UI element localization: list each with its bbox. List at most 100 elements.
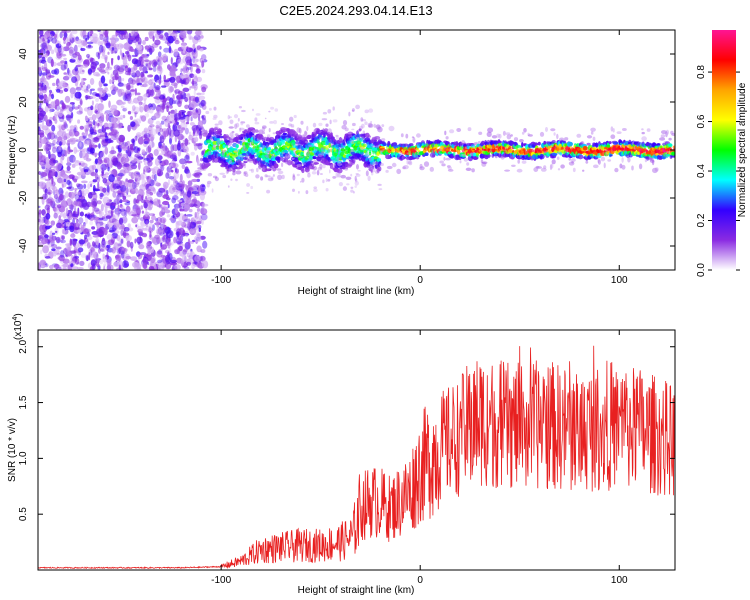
spectrogram-cell [132, 139, 136, 147]
spectrogram-cell [92, 235, 100, 238]
spectrogram-cell [586, 135, 593, 139]
spectrogram-cell [125, 89, 130, 94]
spectrogram-cell [371, 145, 374, 148]
spectrogram-cell [90, 30, 94, 35]
spectrogram-cell [616, 131, 622, 135]
spectrogram-cell [89, 127, 94, 135]
spectrogram-cell [176, 220, 184, 226]
spectrogram-cell [200, 208, 208, 215]
spectrogram-cell [193, 34, 201, 41]
spectrogram-cell [95, 209, 101, 215]
spectrogram-cell [200, 157, 204, 162]
spectrogram-cell [368, 108, 374, 113]
spectrogram-cell [482, 161, 488, 165]
spectrogram-cell [108, 100, 111, 108]
spectrogram-cell [169, 163, 174, 168]
spectrogram-cell [60, 160, 64, 167]
spectrogram-cell [356, 164, 359, 170]
spectrogram-cell [44, 114, 48, 122]
spectrogram-cell [115, 195, 121, 202]
spectrogram-cell [346, 183, 350, 186]
spectrogram-cell [44, 193, 47, 199]
spectrogram-cell [38, 171, 41, 175]
spectrogram-cell [282, 132, 287, 136]
spectrogram-cell [110, 207, 114, 216]
spectrogram-cell [103, 265, 106, 270]
spectrogram-cell [174, 40, 180, 45]
spectrogram-cell [168, 185, 176, 194]
spectrogram-cell [235, 170, 242, 175]
spectrogram-cell [325, 123, 329, 127]
spectrogram-cell [138, 244, 145, 250]
spectrogram-cell [202, 240, 208, 249]
spectrogram-cell [166, 229, 174, 239]
spectrogram-cell [232, 171, 236, 176]
spectrogram-cell [79, 125, 85, 130]
spectrogram-cell [105, 215, 112, 219]
spectrogram-cell [173, 236, 177, 244]
spectrogram-cell [76, 160, 80, 163]
spectrogram-cell [144, 211, 150, 217]
spectrogram-cell [110, 129, 115, 133]
spectrogram-cell [621, 157, 624, 163]
spectrogram-cell [134, 238, 137, 244]
spectrogram-cell [187, 47, 190, 52]
spectrogram-cell [162, 200, 170, 206]
spectrogram-cell [97, 159, 104, 164]
spectrogram-cell [176, 95, 182, 101]
spectrogram-cell [177, 187, 183, 192]
spectrogram-cell [64, 30, 72, 33]
spectrogram-cell [158, 145, 164, 149]
spectrogram-cell [359, 125, 363, 130]
spectrogram-cell [88, 124, 93, 128]
spectrogram-cell [140, 71, 144, 78]
spectrogram-cell [73, 131, 80, 137]
spectrogram-cell [61, 183, 64, 189]
spectrogram-cell [63, 40, 66, 45]
spectrogram-cell [107, 71, 110, 75]
spectrogram-cell [155, 120, 161, 126]
spectrogram-cell [104, 110, 112, 114]
spectrogram-cell [270, 176, 274, 180]
spectrogram-cell [228, 167, 233, 172]
spectrogram-cell [61, 124, 66, 131]
spectrogram-cell [57, 177, 65, 184]
spectrogram-cell [172, 30, 179, 33]
spectrogram-cell [170, 169, 174, 173]
spectrogram-cell [117, 155, 121, 159]
spectrogram-cell [318, 122, 323, 127]
spectrogram-cell [367, 135, 371, 138]
spectrogram-cell [116, 234, 121, 242]
spectrogram-cell [148, 67, 153, 71]
spectrogram-cell [87, 68, 92, 75]
spectrogram-cell [159, 135, 165, 144]
spectrogram-cell [46, 96, 49, 104]
spectrogram-cell [456, 128, 462, 132]
spectrogram-cell [595, 142, 599, 148]
spectrogram-cell [170, 144, 175, 152]
spectrogram-cell [153, 261, 156, 269]
spectrogram-cell [197, 120, 203, 128]
spectrogram-cell [55, 246, 62, 250]
spectrogram-cell [139, 65, 143, 72]
spectrogram-cell [408, 160, 413, 166]
spectrogram-cell [38, 205, 41, 209]
spectrogram-cell [302, 133, 307, 138]
spectrogram-cell [160, 218, 163, 223]
spectrogram-cell [159, 45, 162, 50]
spectrogram-cell [274, 152, 280, 156]
spectrogram-cell [75, 38, 83, 45]
spectrogram-cell [126, 235, 132, 242]
spectrogram-cell [135, 44, 143, 51]
spectrogram-cell [100, 163, 107, 171]
spectrogram-cell [73, 146, 78, 154]
spectrogram-cell [61, 102, 65, 110]
spectrogram-cell [187, 172, 192, 178]
spectrogram-cell [186, 171, 192, 179]
spectrogram-cell [82, 30, 87, 38]
spectrogram-cell [73, 156, 76, 165]
spectrogram-cell [62, 263, 70, 268]
spectrogram-cell [68, 137, 76, 145]
spectrogram-cell [157, 64, 161, 70]
spectrogram-cell [159, 232, 164, 236]
